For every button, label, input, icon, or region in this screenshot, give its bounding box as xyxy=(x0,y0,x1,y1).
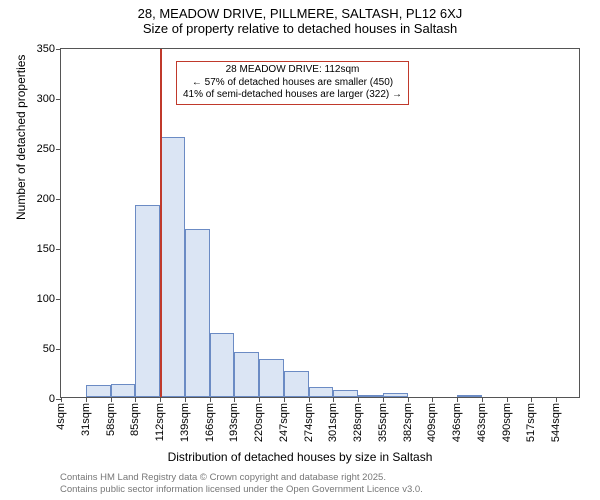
xtick-mark xyxy=(160,397,161,402)
title-line-1: 28, MEADOW DRIVE, PILLMERE, SALTASH, PL1… xyxy=(0,6,600,21)
xtick-mark xyxy=(408,397,409,402)
xtick-mark xyxy=(457,397,458,402)
xtick-label: 490sqm xyxy=(501,403,513,442)
histogram-bar xyxy=(309,387,334,397)
xtick-label: 220sqm xyxy=(253,403,265,442)
xtick-label: 4sqm xyxy=(55,403,67,430)
xtick-label: 382sqm xyxy=(402,403,414,442)
xtick-label: 58sqm xyxy=(105,403,117,436)
plot-area: 0501001502002503003504sqm31sqm58sqm85sqm… xyxy=(60,48,580,398)
ytick-mark xyxy=(56,349,61,350)
histogram-bar xyxy=(383,393,408,397)
y-axis-label: Number of detached properties xyxy=(14,55,28,220)
histogram-bar xyxy=(86,385,111,397)
xtick-label: 409sqm xyxy=(426,403,438,442)
histogram-bar xyxy=(358,395,383,397)
histogram-bar xyxy=(185,229,210,397)
xtick-label: 166sqm xyxy=(204,403,216,442)
annotation-line: 28 MEADOW DRIVE: 112sqm xyxy=(183,64,402,77)
xtick-mark xyxy=(358,397,359,402)
histogram-bar xyxy=(111,384,136,397)
xtick-label: 301sqm xyxy=(327,403,339,442)
footer-attribution: Contains HM Land Registry data © Crown c… xyxy=(60,472,423,496)
xtick-label: 247sqm xyxy=(278,403,290,442)
xtick-label: 274sqm xyxy=(303,403,315,442)
xtick-mark xyxy=(185,397,186,402)
xtick-label: 517sqm xyxy=(525,403,537,442)
ytick-mark xyxy=(56,249,61,250)
annotation-box: 28 MEADOW DRIVE: 112sqm← 57% of detached… xyxy=(176,61,409,105)
xtick-mark xyxy=(135,397,136,402)
annotation-line: 41% of semi-detached houses are larger (… xyxy=(183,89,402,102)
xtick-label: 85sqm xyxy=(129,403,141,436)
xtick-label: 355sqm xyxy=(377,403,389,442)
ytick-mark xyxy=(56,149,61,150)
xtick-label: 112sqm xyxy=(154,403,166,441)
footer-line-1: Contains HM Land Registry data © Crown c… xyxy=(60,472,423,484)
ytick-mark xyxy=(56,49,61,50)
xtick-mark xyxy=(61,397,62,402)
xtick-label: 31sqm xyxy=(80,403,92,436)
xtick-mark xyxy=(507,397,508,402)
xtick-mark xyxy=(234,397,235,402)
xtick-label: 463sqm xyxy=(476,403,488,442)
xtick-label: 544sqm xyxy=(550,403,562,442)
histogram-bar xyxy=(259,359,284,397)
histogram-bar xyxy=(210,333,235,397)
xtick-mark xyxy=(111,397,112,402)
xtick-mark xyxy=(531,397,532,402)
histogram-bar xyxy=(160,137,185,397)
xtick-mark xyxy=(210,397,211,402)
xtick-label: 193sqm xyxy=(228,403,240,442)
xtick-mark xyxy=(383,397,384,402)
xtick-mark xyxy=(259,397,260,402)
ytick-mark xyxy=(56,199,61,200)
histogram-bar xyxy=(135,205,160,397)
xtick-mark xyxy=(333,397,334,402)
ytick-mark xyxy=(56,99,61,100)
footer-line-2: Contains public sector information licen… xyxy=(60,484,423,496)
xtick-label: 328sqm xyxy=(352,403,364,442)
xtick-mark xyxy=(432,397,433,402)
chart-area: 0501001502002503003504sqm31sqm58sqm85sqm… xyxy=(60,48,580,398)
histogram-bar xyxy=(234,352,259,397)
xtick-mark xyxy=(86,397,87,402)
annotation-line: ← 57% of detached houses are smaller (45… xyxy=(183,77,402,90)
title-line-2: Size of property relative to detached ho… xyxy=(0,21,600,36)
histogram-bar xyxy=(284,371,309,397)
histogram-bar xyxy=(457,395,482,397)
xtick-mark xyxy=(482,397,483,402)
marker-line xyxy=(160,49,162,397)
xtick-label: 139sqm xyxy=(179,403,191,442)
histogram-bar xyxy=(333,390,358,397)
ytick-mark xyxy=(56,299,61,300)
xtick-mark xyxy=(309,397,310,402)
chart-title-block: 28, MEADOW DRIVE, PILLMERE, SALTASH, PL1… xyxy=(0,0,600,36)
xtick-mark xyxy=(556,397,557,402)
xtick-mark xyxy=(284,397,285,402)
xtick-label: 436sqm xyxy=(451,403,463,442)
x-axis-label: Distribution of detached houses by size … xyxy=(0,450,600,464)
